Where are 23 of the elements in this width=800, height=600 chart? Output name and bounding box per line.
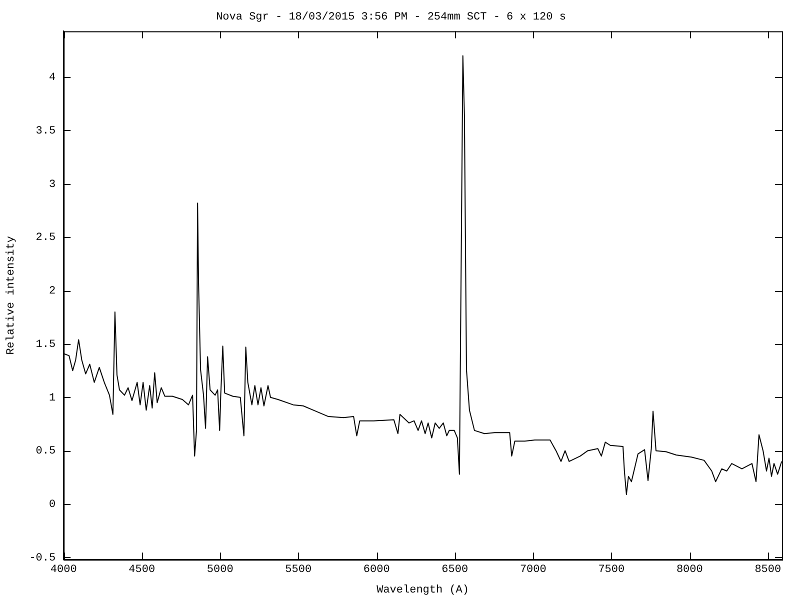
- x-tick-label: 5500: [285, 564, 312, 576]
- y-tick-label: 3.5: [36, 125, 56, 138]
- x-tick-label: 7000: [520, 564, 546, 576]
- y-tick-label: 0: [48, 499, 56, 511]
- y-tick-label: 2.5: [36, 232, 56, 244]
- x-tick-label: 8500: [754, 564, 782, 576]
- x-tick-label: 6000: [363, 564, 390, 576]
- y-tick-label: 0.5: [36, 446, 56, 458]
- x-tick-label: 5000: [206, 564, 234, 576]
- x-tick-label: 4000: [50, 564, 77, 576]
- y-tick-label: -0.5: [29, 552, 56, 564]
- y-tick-label: 3: [48, 178, 56, 191]
- y-tick-label: 2: [48, 286, 56, 298]
- y-tick-label: 1.5: [36, 338, 56, 351]
- y-axis-title: Relative intensity: [6, 236, 18, 355]
- x-tick-label: 7500: [598, 564, 625, 576]
- y-tick-label: 1: [48, 392, 56, 404]
- x-tick-label: 6500: [442, 564, 468, 576]
- x-tick-label: 8000: [676, 564, 703, 576]
- chart-title: Nova Sgr - 18/03/2015 3:56 PM - 254mm SCT - 6 x 120 s: [216, 12, 566, 24]
- x-tick-label: 4500: [128, 564, 156, 576]
- y-tick-label: 4: [48, 72, 56, 84]
- x-axis-title: Wavelength (A): [376, 584, 470, 596]
